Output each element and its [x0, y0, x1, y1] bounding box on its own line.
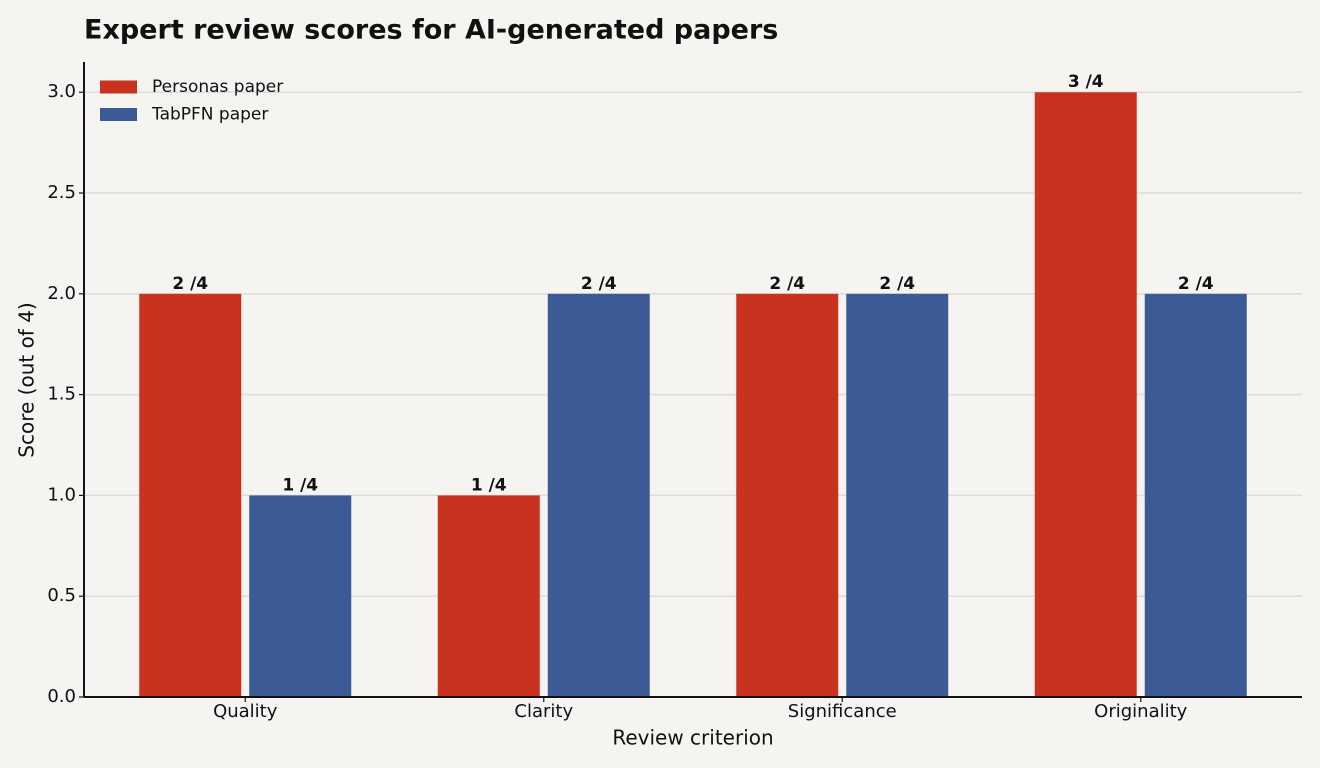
bar: [139, 293, 242, 697]
y-tick-label: 1.5: [47, 384, 76, 405]
y-tick-label: 0.0: [47, 686, 76, 707]
y-tick-label: 2.0: [47, 283, 76, 304]
legend-swatch: [100, 108, 137, 121]
value-label: 2 /4: [1178, 274, 1214, 294]
bar: [547, 293, 650, 697]
x-tick-label: Significance: [788, 701, 897, 722]
y-tick-label: 0.5: [47, 585, 76, 606]
chart-title: Expert review scores for AI-generated pa…: [84, 15, 778, 46]
x-axis-label: Review criterion: [612, 726, 773, 750]
value-label: 2 /4: [581, 274, 617, 294]
bar: [846, 293, 949, 697]
bar: [437, 495, 540, 697]
y-tick-label: 3.0: [47, 81, 76, 102]
x-tick-label: Quality: [213, 701, 278, 722]
bar: [249, 495, 352, 697]
value-label: 3 /4: [1068, 72, 1104, 92]
value-label: 2 /4: [172, 274, 208, 294]
legend-swatch: [100, 80, 137, 94]
value-label: 1 /4: [471, 475, 507, 495]
y-axis-label: Score (out of 4): [15, 302, 39, 457]
value-label: 1 /4: [282, 475, 318, 495]
value-label: 2 /4: [879, 274, 915, 294]
x-tick-label: Originality: [1094, 701, 1187, 722]
bar: [1144, 293, 1247, 697]
legend-label: TabPFN paper: [151, 105, 268, 125]
bar: [736, 293, 839, 697]
legend-label: Personas paper: [152, 77, 283, 97]
value-label: 2 /4: [769, 274, 805, 294]
y-tick-label: 1.0: [47, 484, 76, 505]
y-tick-label: 2.5: [47, 182, 76, 203]
bar: [1034, 92, 1137, 697]
x-tick-label: Clarity: [514, 701, 573, 722]
